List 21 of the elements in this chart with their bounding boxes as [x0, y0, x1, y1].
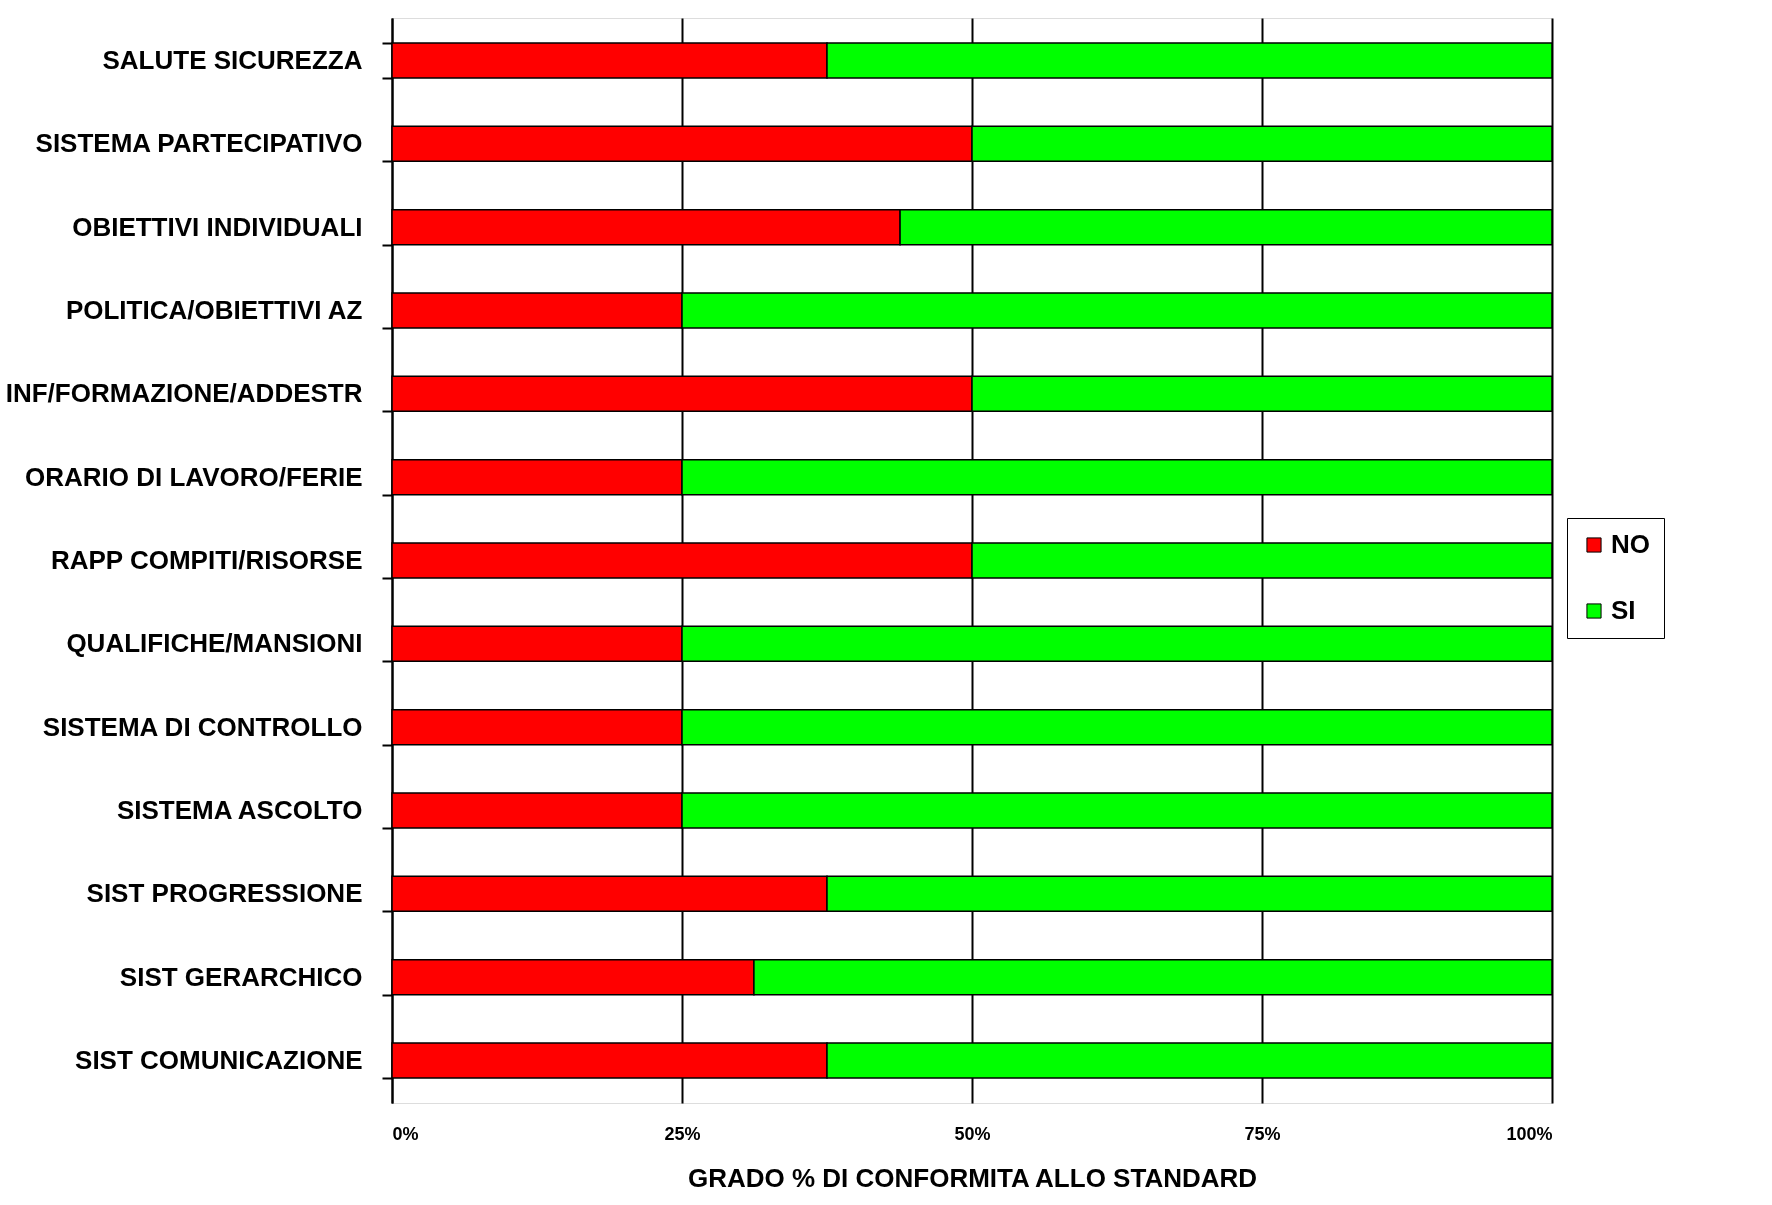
y-tick-label: SIST GERARCHICO	[119, 961, 363, 992]
y-tick-label: QUALIFICHE/MANSIONI	[66, 628, 363, 659]
x-tick-label: 0%	[392, 1123, 419, 1144]
x-tick-label: 25%	[664, 1123, 701, 1144]
y-tick-label: OBIETTIVI INDIVIDUALI	[72, 211, 363, 242]
legend-label: NO	[1611, 529, 1650, 559]
x-tick-label: 75%	[1244, 1123, 1281, 1144]
y-tick-label: INF/FORMAZIONE/ADDESTR	[5, 378, 363, 409]
y-tick-label: SISTEMA PARTECIPATIVO	[35, 128, 363, 159]
y-tick-label: POLITICA/OBIETTIVI AZ	[65, 295, 363, 325]
y-tick-label: RAPP COMPITI/RISORSE	[50, 545, 363, 575]
x-tick-label: 50%	[954, 1123, 991, 1144]
x-tick-label: 100%	[1506, 1123, 1553, 1144]
x-axis-title: GRADO % DI CONFORMITA ALLO STANDARD	[687, 1162, 1258, 1193]
y-tick-label: SISTEMA DI CONTROLLO	[42, 711, 363, 742]
y-tick-label: SIST COMUNICAZIONE	[75, 1045, 363, 1075]
y-tick-label: SIST PROGRESSIONE	[86, 878, 363, 909]
y-tick-label: ORARIO DI LAVORO/FERIE	[24, 461, 363, 492]
y-tick-label: SALUTE SICUREZZA	[102, 45, 363, 75]
legend-label: SI	[1611, 595, 1636, 625]
y-tick-label: SISTEMA ASCOLTO	[116, 795, 363, 825]
